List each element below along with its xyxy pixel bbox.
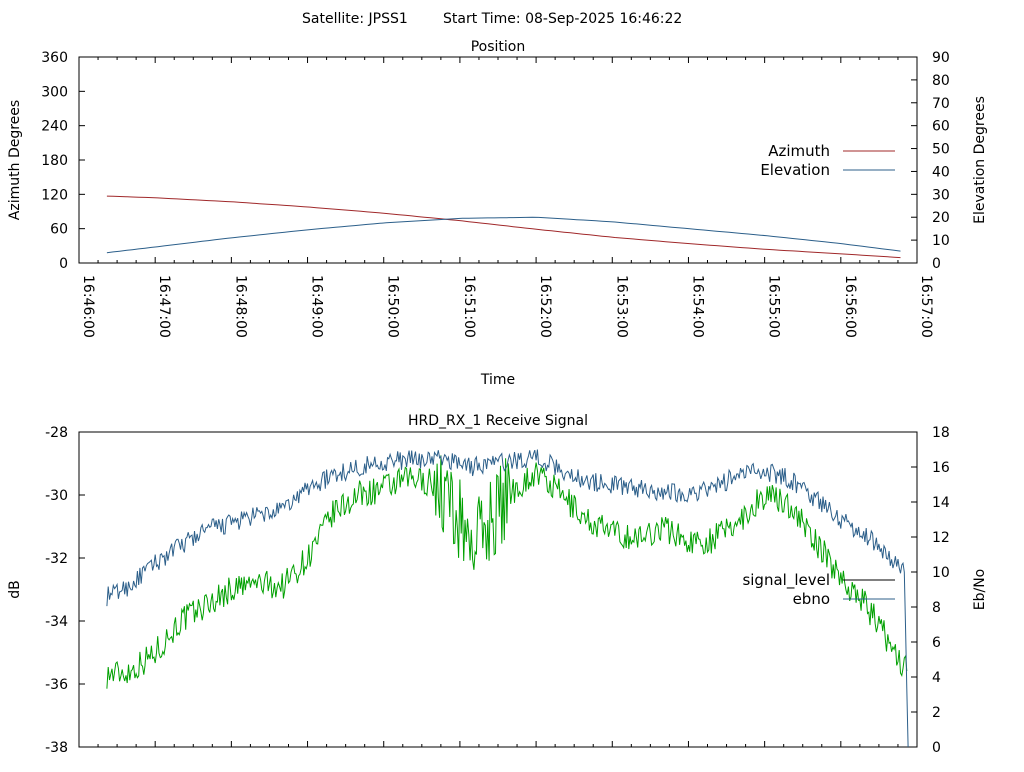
position-ytick-left-label: 300 [41,84,68,100]
position-xtick-label: 16:56:00 [842,275,858,338]
signal-ylabel-right: Eb/No [972,569,988,611]
position-ytick-right-label: 10 [932,233,950,249]
position-ytick-right-label: 50 [932,142,950,158]
position-xtick-label: 16:52:00 [537,275,553,338]
signal-ytick-left-label: -32 [45,551,68,567]
position-ytick-left-label: 240 [41,119,68,135]
position-xlabel: Time [480,372,515,388]
signal-ytick-right-label: 2 [932,705,941,721]
signal-ytick-left-label: -36 [45,677,68,693]
signal-ytick-right-label: 4 [932,670,941,686]
position-ytick-left-label: 360 [41,50,68,66]
start-time-label: Start Time: 08-Sep-2025 16:46:22 [443,11,682,27]
position-title: Position [471,39,526,55]
signal-ytick-right-label: 0 [932,740,941,756]
position-ytick-right-label: 20 [932,210,950,226]
position-series-azimuth-line [106,195,901,259]
position-ytick-right-label: 80 [932,73,950,89]
position-ytick-left-label: 180 [41,153,68,169]
position-xtick-label: 16:49:00 [309,275,325,338]
signal-ytick-right-label: 16 [932,460,950,476]
signal-legend-1-label: ebno [793,590,830,608]
signal-ytick-left-label: -38 [45,740,68,756]
position-legend-1-label: Elevation [760,161,830,179]
signal-series-signal-level-line [106,455,908,689]
position-ytick-left-label: 120 [41,187,68,203]
signal-title: HRD_RX_1 Receive Signal [408,413,588,429]
position-ylabel-right: Elevation Degrees [972,96,988,224]
signal-ytick-right-label: 10 [932,565,950,581]
position-xtick-label: 16:51:00 [461,275,477,338]
position-ytick-right-label: 90 [932,50,950,66]
position-xtick-label: 16:57:00 [918,275,934,338]
plots-layer: Position06012018024030036001020304050607… [7,39,988,756]
position-xtick-label: 16:46:00 [80,275,96,338]
position-ylabel-left: Azimuth Degrees [7,100,23,220]
signal-ytick-right-label: 14 [932,495,950,511]
signal-ytick-left-label: -34 [45,614,68,630]
position-ytick-left-label: 0 [59,256,68,272]
position-xtick-label: 16:47:00 [156,275,172,338]
position-xtick-label: 16:54:00 [689,275,705,338]
position-legend-0-label: Azimuth [768,142,830,160]
position-xtick-label: 16:55:00 [766,275,782,338]
position-ytick-right-label: 0 [932,256,941,272]
satellite-label: Satellite: JPSS1 [302,11,408,27]
signal-series-ebno-line [106,449,909,748]
signal-ytick-right-label: 6 [932,635,941,651]
signal-ytick-right-label: 12 [932,530,950,546]
signal-ytick-left-label: -30 [45,488,68,504]
position-ytick-right-label: 60 [932,119,950,135]
signal-legend-0-label: signal_level [742,571,830,590]
position-ytick-right-label: 30 [932,187,950,203]
signal-ytick-left-label: -28 [45,425,68,441]
signal-ytick-right-label: 8 [932,600,941,616]
position-xtick-label: 16:48:00 [232,275,248,338]
position-plot-frame [78,56,918,264]
position-xtick-label: 16:53:00 [613,275,629,338]
position-xtick-label: 16:50:00 [385,275,401,338]
position-ytick-right-label: 70 [932,96,950,112]
position-ytick-right-label: 40 [932,164,950,180]
signal-ylabel-left: dB [7,580,23,599]
signal-ytick-right-label: 18 [932,425,950,441]
position-ytick-left-label: 60 [50,222,68,238]
position-series-elevation-line [106,216,901,254]
